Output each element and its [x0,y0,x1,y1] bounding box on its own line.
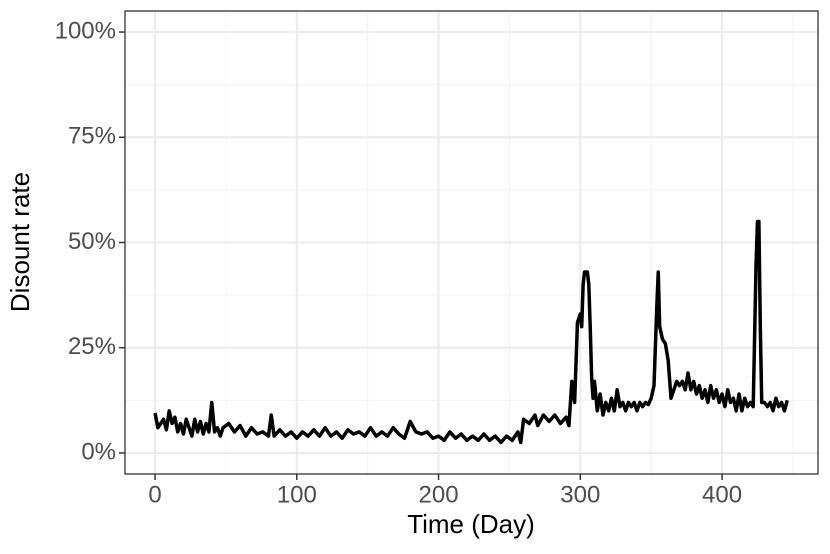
y-tick-label: 25% [68,333,116,360]
x-tick-label: 0 [148,481,161,508]
x-tick-label: 200 [419,481,459,508]
y-tick-label: 100% [55,17,116,44]
y-tick-label: 50% [68,228,116,255]
y-axis-title: Disount rate [5,172,35,312]
x-tick-label: 400 [702,481,742,508]
x-axis-title: Time (Day) [407,509,535,539]
x-tick-label: 100 [277,481,317,508]
y-tick-label: 75% [68,123,116,150]
x-tick-label: 300 [560,481,600,508]
y-tick-label: 0% [81,438,116,465]
line [153,219,789,445]
panel-border [124,10,819,475]
